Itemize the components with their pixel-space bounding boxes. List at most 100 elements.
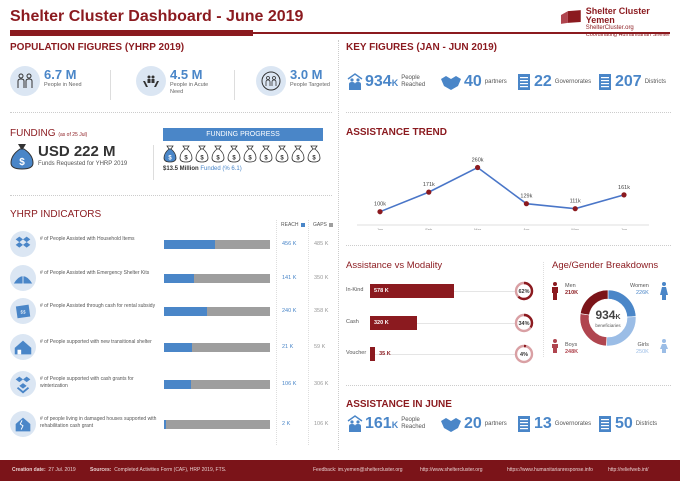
indicator-gap-bar bbox=[164, 420, 270, 429]
indicator-row: # of People supported with new transitio… bbox=[10, 334, 335, 360]
modality-label: Cash bbox=[346, 319, 359, 325]
divider bbox=[234, 70, 235, 100]
handshake-icon bbox=[441, 418, 461, 432]
column-divider bbox=[543, 262, 544, 357]
men-name: Men bbox=[565, 283, 576, 289]
men-value: 210K bbox=[565, 290, 579, 296]
money-bag-empty-icon: $ bbox=[211, 145, 225, 163]
family-icon bbox=[10, 66, 40, 96]
gaps-header-label: GAPS bbox=[313, 222, 327, 228]
donut-total-value: 934 bbox=[595, 308, 616, 322]
indicator-reach-value: 141 K bbox=[282, 275, 297, 281]
indicator-reach-value: 240 K bbox=[282, 308, 297, 314]
indicator-reach-bar bbox=[164, 343, 192, 352]
money-bag-empty-icon: $ bbox=[275, 145, 289, 163]
figure-label: People Reached bbox=[401, 417, 426, 430]
column-divider bbox=[276, 220, 277, 445]
document-icon bbox=[518, 416, 530, 432]
x-tick-label: Jun bbox=[621, 227, 627, 230]
figure-item: 934K People Reached bbox=[347, 73, 431, 91]
modality-value: 578 K bbox=[374, 288, 389, 294]
trend-data-label: 129k bbox=[520, 194, 532, 200]
trend-data-label: 171k bbox=[423, 182, 435, 188]
x-tick-label: Mar bbox=[474, 227, 482, 230]
funding-progress-text: $13.5 Million Funded (% 6.1) bbox=[163, 166, 242, 172]
indicator-reach-value: 456 K bbox=[282, 241, 297, 247]
shelter-logo-icon bbox=[560, 10, 581, 24]
feedback-link[interactable]: Feedback: im.yemen@sheltercluster.org bbox=[313, 467, 403, 473]
x-tick-label: Apr bbox=[523, 227, 530, 230]
trend-data-label: 260k bbox=[472, 158, 484, 164]
modality-label: In-Kind bbox=[346, 287, 364, 293]
indicator-row: # of people living in damaged houses sup… bbox=[10, 411, 335, 437]
indicator-reach-bar bbox=[164, 307, 207, 316]
modality-row: Voucher 35 K 4% bbox=[346, 344, 536, 364]
tent-icon bbox=[10, 265, 36, 291]
funded-amount: $13.5 Million bbox=[163, 166, 199, 172]
money-bag-empty-icon: $ bbox=[243, 145, 257, 163]
indicator-reach-bar bbox=[164, 380, 192, 389]
assistance-trend-chart: 100k Jan 171k Feb 260k Mar 129k Apr 111k May 161k J… bbox=[357, 158, 649, 230]
trend-point bbox=[572, 206, 578, 212]
indicator-label: # of People Assisted with Household Item… bbox=[40, 236, 135, 242]
modality-percent: 34% bbox=[518, 321, 529, 327]
document-icon bbox=[599, 416, 611, 432]
figure-value: 22 bbox=[534, 73, 552, 90]
page-title: Shelter Cluster Dashboard - June 2019 bbox=[10, 8, 304, 25]
indicator-gap-value: 350 K bbox=[314, 275, 329, 281]
footer: Creation date: 27 Jul. 2019 Sources: Com… bbox=[0, 460, 680, 481]
modality-heading: Assistance vs Modality bbox=[346, 260, 443, 271]
reliefweb-link[interactable]: http://reliefweb.int/ bbox=[608, 467, 649, 473]
money-bag-empty-icon: $ bbox=[291, 145, 305, 163]
indicator-label: # of People Assisted through cash for re… bbox=[40, 303, 156, 309]
indicator-label: # of People supported with cash grants f… bbox=[40, 376, 134, 389]
humanitarianresponse-link[interactable]: https://www.humanitarianresponse.info bbox=[507, 467, 593, 473]
trend-line bbox=[379, 166, 625, 213]
logo-title: Shelter Cluster Yemen bbox=[585, 6, 650, 25]
figure-value: 934K bbox=[365, 73, 399, 90]
money-bag-empty-icon: $ bbox=[227, 145, 241, 163]
men-label: Men 210K bbox=[565, 283, 578, 297]
funding-progress-heading: FUNDING PROGRESS bbox=[163, 128, 323, 141]
figure-unit: K bbox=[391, 420, 399, 430]
x-tick-label: Jan bbox=[377, 227, 383, 230]
figure-label: partners bbox=[484, 78, 507, 85]
section-divider bbox=[346, 245, 671, 246]
people-reached-icon bbox=[347, 415, 363, 432]
indicator-reach-bar bbox=[164, 420, 166, 429]
indicator-reach-bar bbox=[164, 240, 216, 249]
sources-info: Sources: Completed Activities Form (CAF)… bbox=[90, 460, 226, 481]
x-tick-label: May bbox=[571, 227, 579, 230]
indicator-reach-bar bbox=[164, 274, 195, 283]
funding-amount-label: Funds Requested for YHRP 2019 bbox=[38, 161, 128, 167]
donut-total-unit: K bbox=[615, 314, 621, 321]
june-heading: ASSISTANCE IN JUNE bbox=[346, 399, 452, 410]
trend-data-label: 100k bbox=[374, 202, 386, 208]
funded-label: Funded (% 6.1) bbox=[200, 166, 242, 172]
modality-bar bbox=[370, 347, 376, 361]
girl-icon bbox=[660, 339, 668, 353]
trend-point bbox=[475, 164, 481, 171]
figure-label: Districts bbox=[635, 420, 658, 427]
document-icon bbox=[518, 74, 530, 90]
sheltercluster-link[interactable]: http://www.sheltercluster.org bbox=[420, 467, 483, 473]
population-heading: POPULATION FIGURES (YHRP 2019) bbox=[10, 42, 185, 53]
creation-info: Creation date: 27 Jul. 2019 bbox=[12, 460, 76, 481]
age-gender-donut bbox=[579, 289, 637, 347]
indicator-label: # of People supported with new transitio… bbox=[40, 339, 152, 345]
boys-label: Boys 248K bbox=[565, 342, 578, 356]
age-gender-heading: Age/Gender Breakdowns bbox=[552, 260, 659, 271]
logo-tagline: Coordinating Humanitarian Shelter bbox=[585, 32, 671, 38]
girls-label: Girls 250K bbox=[636, 342, 649, 356]
modality-percent: 4% bbox=[520, 352, 528, 358]
modality-percent-ring: 4% bbox=[514, 344, 534, 364]
figure-item: 50 Districts bbox=[597, 415, 657, 433]
logo[interactable]: Shelter Cluster Yemen ShelterCluster.org… bbox=[560, 7, 680, 38]
trend-data-label: 161k bbox=[618, 185, 630, 191]
svg-text:$: $ bbox=[232, 156, 236, 162]
hands-people-icon bbox=[136, 66, 166, 96]
indicator-reach-value: 106 K bbox=[282, 381, 297, 387]
figure-item: 20 partners bbox=[440, 415, 507, 433]
trend-point bbox=[377, 209, 383, 215]
